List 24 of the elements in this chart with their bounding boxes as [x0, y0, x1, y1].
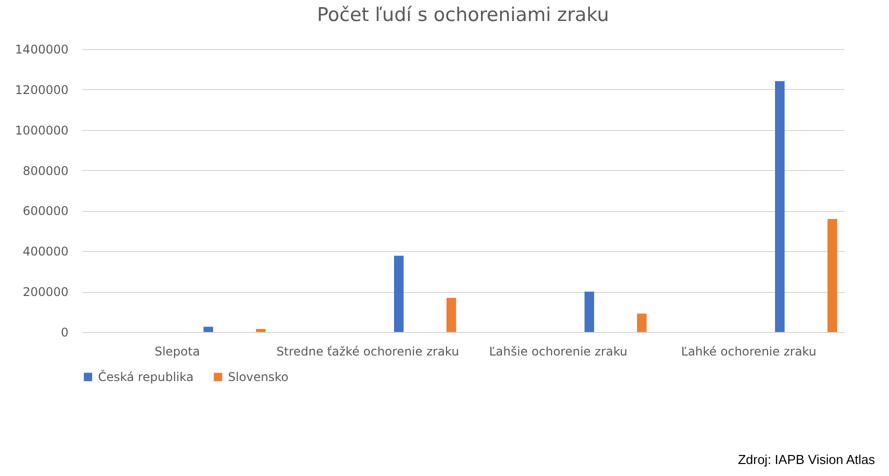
- bar: [256, 328, 266, 332]
- bar: [637, 314, 647, 332]
- bar: [446, 298, 456, 332]
- y-tick-label: 1400000: [15, 42, 68, 56]
- x-tick-label: Ľahšie ochorenie zraku: [489, 344, 628, 358]
- legend-label: Slovensko: [228, 370, 288, 384]
- y-tick-label: 600000: [22, 204, 68, 218]
- text: Zdroj: IAPB Vision Atlas: [738, 452, 875, 467]
- bar: [828, 219, 838, 332]
- y-tick-label: 1200000: [15, 82, 68, 97]
- x-tick-label: Slepota: [154, 344, 200, 358]
- bar: [775, 81, 785, 332]
- y-tick-label: 1000000: [15, 123, 68, 138]
- legend-label: Česká republika: [98, 369, 194, 384]
- bar: [204, 326, 214, 332]
- y-tick-label: 0: [60, 326, 68, 340]
- chart-title: Počet ľudí s ochoreniami zraku: [316, 4, 610, 26]
- y-tick-label: 400000: [22, 244, 68, 259]
- x-tick-label: Ľahké ochorenie zraku: [681, 344, 816, 358]
- y-tick-label: 800000: [22, 164, 68, 178]
- bar: [394, 256, 404, 332]
- y-tick-label: 200000: [22, 285, 68, 300]
- x-tick-label: Stredne ťažké ochorenie zraku: [276, 344, 460, 358]
- bar: [584, 292, 594, 332]
